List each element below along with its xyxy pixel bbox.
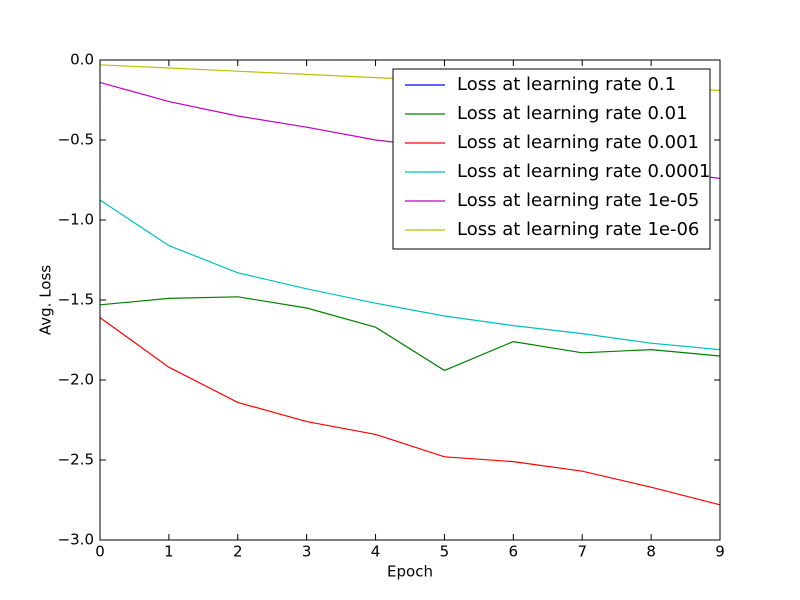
- series-line: [99, 199, 721, 351]
- y-tick-label: −1.5: [58, 291, 94, 309]
- y-tick-label: −2.0: [58, 371, 94, 389]
- y-tick-label: 0.0: [70, 51, 94, 69]
- x-tick-label: 3: [302, 543, 312, 561]
- legend-label: Loss at learning rate 1e-05: [457, 190, 699, 211]
- x-tick-label: 5: [440, 543, 450, 561]
- x-tick-label: 8: [646, 543, 656, 561]
- x-tick-label: 7: [577, 543, 587, 561]
- x-tick-label: 0: [95, 543, 105, 561]
- x-tick-label: 4: [371, 543, 381, 561]
- legend-box: [392, 68, 711, 250]
- x-tick-label: 6: [509, 543, 519, 561]
- series-line: [99, 317, 721, 506]
- legend-label: Loss at learning rate 0.1: [457, 74, 676, 95]
- x-tick-label: 2: [233, 543, 243, 561]
- legend-label: Loss at learning rate 0.0001: [457, 161, 710, 182]
- y-tick-label: −3.0: [58, 531, 94, 549]
- legend-label: Loss at learning rate 1e-06: [457, 219, 699, 240]
- series-line: [99, 296, 721, 372]
- y-tick-label: −0.5: [58, 131, 94, 149]
- x-axis-label: Epoch: [387, 563, 433, 581]
- y-tick-label: −2.5: [58, 451, 94, 469]
- y-tick-label: −1.0: [58, 211, 94, 229]
- x-tick-label: 1: [164, 543, 174, 561]
- y-axis-label: Avg. Loss: [37, 265, 55, 335]
- legend-label: Loss at learning rate 0.001: [457, 132, 699, 153]
- x-tick-label: 9: [715, 543, 725, 561]
- legend-label: Loss at learning rate 0.01: [457, 103, 688, 124]
